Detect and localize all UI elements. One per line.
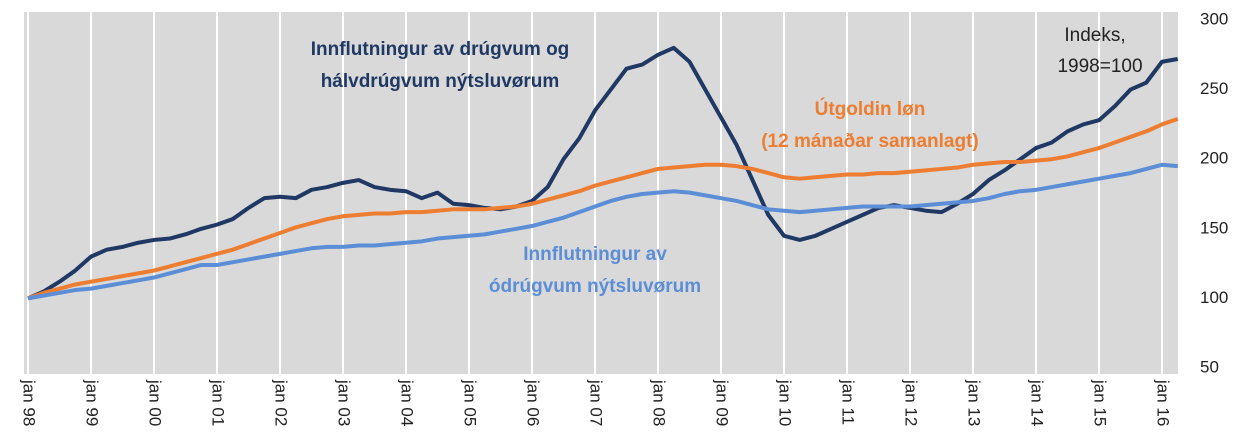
x-tick-label: jan 06: [524, 379, 543, 426]
annotation: 1998=100: [1057, 56, 1142, 77]
x-tick-label: jan 15: [1091, 379, 1110, 426]
annotation: Indeks,: [1064, 25, 1125, 46]
y-tick-label: 200: [1200, 149, 1228, 168]
series-label: Útgoldin løn: [815, 98, 926, 120]
x-tick-label: jan 13: [965, 379, 984, 426]
x-tick-label: jan 10: [776, 379, 795, 426]
series-label: ódrúgvum nýtsluvørum: [489, 276, 701, 297]
series-line: [27, 45, 1179, 301]
x-tick-label: jan 11: [839, 379, 858, 425]
x-tick-label: jan 08: [650, 379, 669, 426]
x-tick-label: jan 09: [713, 379, 732, 426]
y-tick-label: 50: [1200, 357, 1219, 376]
x-tick-label: jan 98: [20, 379, 39, 426]
series-label: (12 mánaðar samanlagt): [761, 131, 979, 152]
series-label: Innflutningur av drúgvum og: [311, 39, 570, 60]
x-tick-label: jan 99: [83, 379, 102, 426]
series-label: hálvdrúgvum nýtsluvørum: [321, 71, 560, 92]
x-tick-label: jan 03: [335, 379, 354, 426]
x-tick-label: jan 16: [1154, 379, 1173, 426]
series-label: Innflutningur av: [523, 244, 667, 265]
x-tick-label: jan 07: [587, 379, 606, 426]
x-tick-label: jan 05: [461, 379, 480, 426]
y-tick-label: 250: [1200, 79, 1228, 98]
x-tick-label: jan 02: [272, 379, 291, 426]
x-tick-label: jan 00: [146, 379, 165, 426]
y-tick-label: 300: [1200, 9, 1228, 28]
x-tick-label: jan 12: [902, 379, 921, 426]
series-line: [27, 162, 1178, 301]
x-tick-label: jan 14: [1028, 379, 1047, 426]
x-tick-label: jan 01: [209, 379, 228, 426]
y-tick-label: 150: [1200, 218, 1228, 237]
y-tick-label: 100: [1200, 288, 1228, 307]
x-tick-label: jan 04: [398, 379, 417, 426]
series-line: [27, 116, 1179, 301]
